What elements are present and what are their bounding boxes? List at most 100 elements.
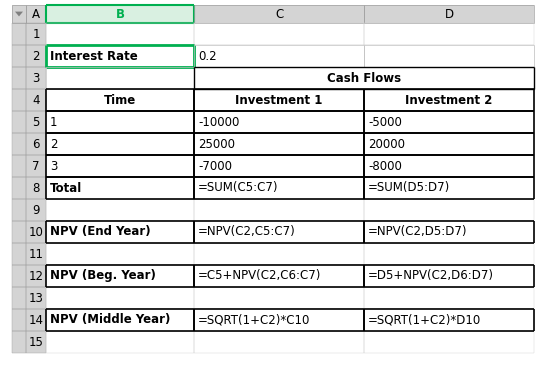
Bar: [194, 67, 364, 89]
Bar: [26, 155, 46, 177]
Bar: [12, 221, 26, 243]
Text: =NPV(C2,D5:D7): =NPV(C2,D5:D7): [368, 225, 467, 239]
Bar: [194, 265, 364, 287]
Bar: [194, 133, 364, 155]
Text: =SUM(C5:C7): =SUM(C5:C7): [198, 182, 279, 195]
Bar: [194, 221, 364, 243]
Bar: [364, 221, 534, 243]
Bar: [46, 155, 194, 177]
Bar: [364, 45, 534, 67]
Text: D: D: [444, 8, 454, 21]
Text: B: B: [115, 8, 125, 21]
Text: =SQRT(1+C2)*D10: =SQRT(1+C2)*D10: [368, 314, 481, 326]
Text: 3: 3: [32, 71, 40, 84]
Text: 9: 9: [32, 204, 40, 217]
Bar: [46, 265, 194, 287]
Bar: [26, 331, 46, 353]
Text: 1: 1: [50, 116, 58, 128]
Bar: [12, 265, 26, 287]
Bar: [194, 111, 364, 133]
Text: Time: Time: [104, 93, 136, 106]
Text: 6: 6: [32, 138, 40, 150]
Text: NPV (End Year): NPV (End Year): [50, 225, 151, 239]
Bar: [12, 287, 26, 309]
Bar: [194, 5, 364, 23]
Text: =SUM(D5:D7): =SUM(D5:D7): [368, 182, 450, 195]
Bar: [194, 265, 364, 287]
Bar: [12, 177, 26, 199]
Text: =C5+NPV(C2,C6:C7): =C5+NPV(C2,C6:C7): [198, 269, 322, 282]
Bar: [194, 177, 364, 199]
Bar: [46, 67, 194, 89]
Text: -10000: -10000: [198, 116, 239, 128]
Bar: [364, 155, 534, 177]
Bar: [364, 177, 534, 199]
Bar: [194, 221, 364, 243]
Bar: [364, 23, 534, 45]
Bar: [46, 177, 194, 199]
Bar: [364, 265, 534, 287]
Bar: [12, 111, 26, 133]
Text: NPV (Beg. Year): NPV (Beg. Year): [50, 269, 156, 282]
Polygon shape: [15, 12, 23, 16]
Bar: [364, 111, 534, 133]
Bar: [194, 199, 364, 221]
Text: 0.2: 0.2: [198, 49, 217, 62]
Bar: [12, 67, 26, 89]
Bar: [26, 133, 46, 155]
Bar: [194, 309, 364, 331]
Text: Total: Total: [50, 182, 82, 195]
Bar: [12, 45, 26, 67]
Bar: [46, 199, 194, 221]
Bar: [194, 287, 364, 309]
Text: Cash Flows: Cash Flows: [327, 71, 401, 84]
Bar: [194, 155, 364, 177]
Text: Investment 1: Investment 1: [236, 93, 323, 106]
Bar: [46, 89, 194, 111]
Bar: [46, 331, 194, 353]
Text: 14: 14: [28, 314, 44, 326]
Text: -8000: -8000: [368, 160, 402, 173]
Bar: [364, 309, 534, 331]
Bar: [194, 309, 364, 331]
Bar: [46, 133, 194, 155]
Bar: [12, 133, 26, 155]
Bar: [46, 111, 194, 133]
Bar: [46, 67, 194, 89]
Bar: [46, 309, 194, 331]
Text: =SQRT(1+C2)*C10: =SQRT(1+C2)*C10: [198, 314, 311, 326]
Text: Investment 2: Investment 2: [405, 93, 493, 106]
Bar: [194, 89, 364, 111]
Bar: [12, 243, 26, 265]
Bar: [364, 133, 534, 155]
Bar: [26, 67, 46, 89]
Bar: [364, 111, 534, 133]
Text: 25000: 25000: [198, 138, 235, 150]
Bar: [46, 45, 194, 67]
Bar: [12, 23, 26, 45]
Bar: [364, 133, 534, 155]
Text: 10: 10: [29, 225, 44, 239]
Bar: [364, 155, 534, 177]
Text: 1: 1: [32, 27, 40, 41]
Bar: [26, 221, 46, 243]
Text: 3: 3: [50, 160, 57, 173]
Bar: [46, 265, 194, 287]
Bar: [26, 287, 46, 309]
Bar: [194, 111, 364, 133]
Text: C: C: [275, 8, 283, 21]
Bar: [194, 331, 364, 353]
Bar: [194, 177, 364, 199]
Bar: [194, 243, 364, 265]
Bar: [46, 309, 194, 331]
Bar: [26, 5, 46, 23]
Text: 2: 2: [50, 138, 58, 150]
Bar: [364, 265, 534, 287]
Text: 8: 8: [32, 182, 40, 195]
Bar: [194, 133, 364, 155]
Bar: [12, 331, 26, 353]
Bar: [194, 67, 534, 89]
Bar: [364, 287, 534, 309]
Bar: [364, 221, 534, 243]
Text: 11: 11: [28, 247, 44, 261]
